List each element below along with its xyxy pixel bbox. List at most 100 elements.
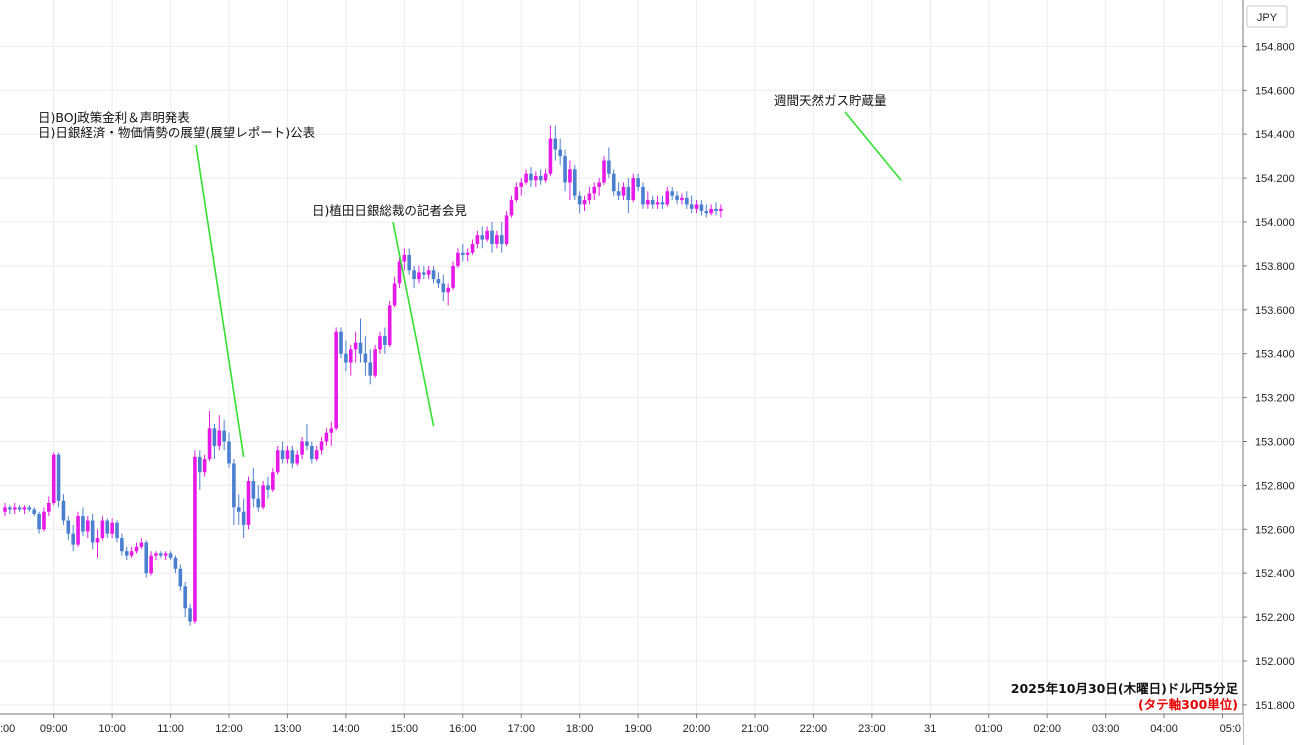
candle-body [241,511,246,525]
candle-body [27,507,32,510]
candle [373,344,377,378]
x-tick-label: 15:00 [391,723,419,735]
candle-body [173,557,178,569]
candle-body [568,169,572,183]
candle [616,182,621,201]
candle [577,191,582,214]
candle-body [353,342,358,350]
candle-body [709,208,713,214]
candle [241,498,246,539]
candle-body [105,520,110,534]
candle [149,551,153,576]
candle [47,496,51,517]
candle [626,178,631,214]
candle [378,331,382,354]
candle-body [490,230,494,244]
candle [251,467,256,508]
candle-body [310,445,314,460]
candle-body [144,542,149,574]
candle [300,437,304,460]
x-tick-label: 22:00 [800,723,828,735]
candle [3,502,7,517]
candle-body [285,450,290,460]
y-tick-label: 154.800 [1255,41,1295,53]
candle-body [441,283,446,293]
x-tick-label: 14:00 [332,723,360,735]
candle [685,191,689,209]
candle-body [504,215,509,244]
candle [193,450,197,624]
candle [387,301,392,348]
candle [431,265,436,284]
candle-body [719,208,723,212]
candle [212,423,217,460]
y-tick-label: 153.800 [1255,261,1295,273]
candle [519,178,524,196]
candle-body [129,551,134,556]
y-tick-label: 152.600 [1255,524,1295,536]
candle [32,507,37,517]
candle [178,564,183,591]
currency-badge[interactable] [1246,5,1288,28]
candle [261,481,265,510]
candle [271,467,275,492]
candle-body [699,204,704,212]
candle-body [183,586,187,609]
candle [699,200,704,216]
candle [524,169,528,185]
candle [144,540,149,578]
candle-body [631,178,636,201]
candle-body [47,502,51,512]
candle-body [660,202,665,205]
candle [714,202,718,216]
candle-body [134,546,139,552]
candle [680,193,684,205]
annotation-text: 日)植田日銀総裁の記者会見 [312,203,467,218]
candle [538,169,543,185]
candle [217,415,222,451]
candle-body [704,211,709,214]
candle [319,437,324,455]
candle [597,178,601,196]
y-tick-label: 152.200 [1255,612,1295,624]
x-tick-label: 21:00 [741,723,769,735]
candle-body [529,173,533,181]
candle-body [324,432,329,442]
candle-body [475,235,480,244]
y-tick-label: 152.000 [1255,656,1295,668]
candle [402,248,407,271]
candle-body [446,287,450,293]
candle-body [193,456,197,622]
candle-body [12,507,17,510]
price-axis-background [1243,0,1300,745]
x-tick-label: 16:00 [449,723,477,735]
annotation: 週間天然ガス貯蔵量 [774,93,902,181]
candle [694,200,699,214]
candle-body [426,270,431,275]
candle [168,551,173,561]
candle [236,494,241,525]
candle-body [548,138,553,174]
candle [285,445,290,464]
candle [456,248,460,269]
candle-body [227,441,231,464]
candle-body [71,533,75,545]
candle [124,546,129,561]
candle [105,518,110,539]
y-tick-label: 152.400 [1255,568,1295,580]
candle [490,222,494,253]
candle [256,485,261,512]
candle [412,265,416,288]
candle-body [587,193,592,201]
candle-body [256,498,261,508]
currency-label: JPY [1257,12,1278,24]
candle [451,261,455,291]
candle [514,182,519,203]
candle [563,149,567,192]
candle-body [392,283,397,306]
candle [719,204,723,218]
candle-body [17,507,22,510]
candle-body [553,138,558,150]
candle [246,476,251,530]
candle [71,524,75,552]
